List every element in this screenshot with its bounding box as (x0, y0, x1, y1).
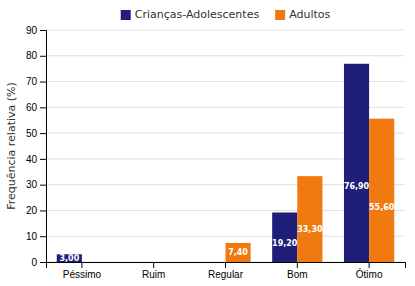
tick: 50 (26, 128, 46, 139)
grid (46, 30, 405, 262)
tick-label: Bom (287, 269, 308, 280)
tick: Ruim (142, 262, 165, 280)
tick-label: 40 (26, 154, 38, 165)
tick-mark (225, 262, 226, 268)
tick-mark (40, 262, 46, 263)
tick-label: 10 (26, 231, 38, 242)
legend-swatch (275, 10, 285, 20)
tick-label: Regular (208, 269, 244, 280)
legend-item: Adultos (275, 8, 330, 21)
tick-mark (40, 210, 46, 211)
tick-label: Ruim (142, 269, 165, 280)
tick: 60 (26, 102, 46, 113)
bar (129, 262, 154, 263)
data-label: 7,40 (228, 248, 248, 257)
grid-line (46, 55, 405, 56)
tick-mark (153, 262, 154, 268)
data-label: 3,00 (59, 254, 79, 263)
tick-label: 20 (26, 205, 38, 216)
tick-label: Ótimo (356, 268, 383, 280)
data-label: 19,20 (272, 239, 298, 248)
tick: Péssimo (63, 262, 102, 280)
tick-mark (40, 56, 46, 57)
tick-label: 70 (26, 76, 38, 87)
tick-mark (81, 262, 82, 268)
legend-label: Adultos (289, 8, 330, 21)
tick-label: 0 (31, 257, 37, 268)
tick-label: 50 (26, 128, 38, 139)
tick: 0 (31, 257, 46, 268)
tick: 70 (26, 76, 46, 87)
data-label: 55,60 (369, 203, 395, 212)
legend: Crianças-Adolescentes Adultos (121, 8, 331, 21)
tick: 20 (26, 205, 46, 216)
tick-mark (40, 30, 46, 31)
legend-item: Crianças-Adolescentes (121, 8, 260, 21)
tick: Regular (208, 262, 244, 280)
tick-label: 90 (26, 25, 38, 36)
tick-mark (40, 107, 46, 108)
legend-label: Crianças-Adolescentes (135, 8, 260, 21)
tick-mark (40, 236, 46, 237)
tick: Ótimo (356, 262, 383, 280)
tick-label: 80 (26, 50, 38, 61)
tick-mark (297, 262, 298, 268)
data-labels: 3,00 19,20 76,90 7,40 33,30 55,60 (59, 182, 394, 262)
tick-mark (40, 159, 46, 160)
bar (154, 262, 179, 263)
tick-label: Péssimo (63, 269, 102, 280)
tick: 80 (26, 50, 46, 61)
tick: 40 (26, 154, 46, 165)
bar (82, 262, 107, 263)
bar (226, 243, 251, 262)
bar (272, 213, 297, 262)
axis-line (47, 263, 406, 269)
bar (57, 254, 82, 262)
legend-swatch (121, 10, 131, 20)
tick-label: 30 (26, 179, 38, 190)
tick-mark (40, 185, 46, 186)
axis-title: Frequência relativa (%) (5, 82, 18, 210)
tick: 90 (26, 25, 46, 36)
y-axis: 0 10 20 30 40 50 60 70 80 90 (26, 25, 47, 268)
bar (369, 119, 394, 262)
data-label: 76,90 (344, 182, 370, 191)
axis-line (40, 31, 47, 263)
bars (57, 64, 394, 262)
tick-mark (369, 262, 370, 268)
bar (200, 262, 225, 263)
tick-mark (40, 133, 46, 134)
grid-line (46, 30, 405, 31)
tick-mark (40, 82, 46, 83)
tick: 30 (26, 179, 46, 190)
plot: 0 10 20 30 40 50 60 70 80 90 Péssimo Ruim Regular Bom… (26, 25, 406, 280)
tick: 10 (26, 231, 46, 242)
x-axis: Péssimo Ruim Regular Bom Ótimo (47, 262, 406, 280)
tick-label: 60 (26, 102, 38, 113)
bar (297, 176, 322, 262)
data-label: 33,30 (297, 225, 323, 234)
tick: Bom (287, 262, 308, 280)
bar (344, 64, 369, 262)
chart: 0 10 20 30 40 50 60 70 80 90 Péssimo Ruim Regular Bom… (0, 0, 415, 286)
